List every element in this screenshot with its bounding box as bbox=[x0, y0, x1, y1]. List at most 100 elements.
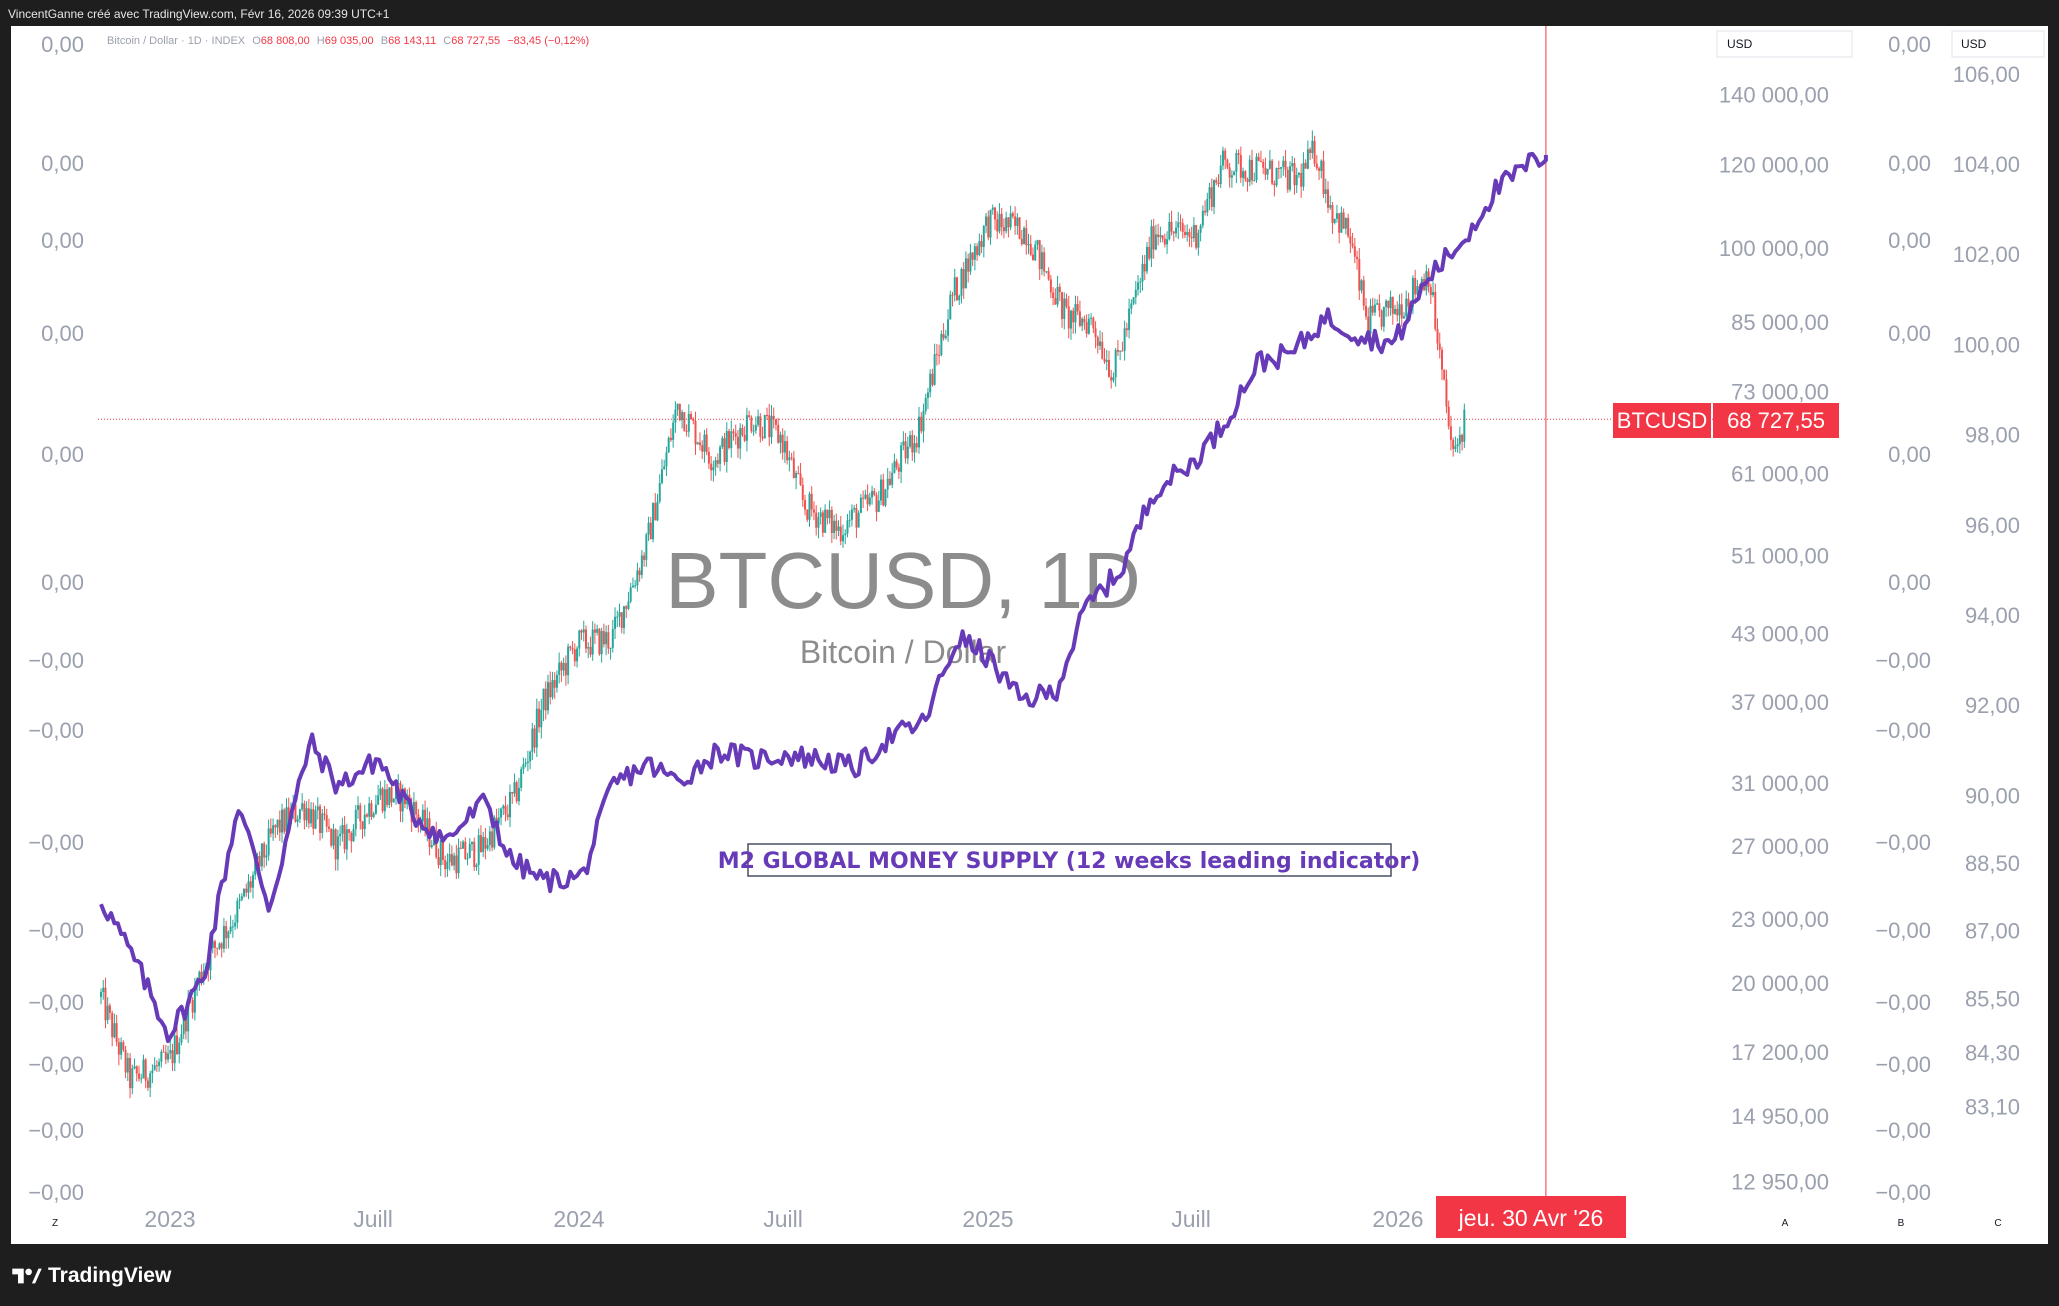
candle-body bbox=[1398, 304, 1401, 316]
candle-body bbox=[312, 809, 315, 829]
m2-tick: 96,00 bbox=[1965, 513, 2020, 538]
m2-tick: 102,00 bbox=[1953, 242, 2020, 267]
price-tick: 73 000,00 bbox=[1731, 380, 1829, 405]
candle-body bbox=[1159, 235, 1162, 238]
scale-a-button[interactable]: A bbox=[1782, 1218, 1789, 1229]
candle-body bbox=[1369, 305, 1372, 334]
m2-annotation-box[interactable] bbox=[747, 843, 1392, 877]
candle-body bbox=[439, 840, 442, 866]
candle-body bbox=[1195, 225, 1198, 248]
candle-body bbox=[278, 819, 281, 833]
candle-body bbox=[1407, 298, 1410, 307]
price-currency-box[interactable] bbox=[1716, 30, 1853, 58]
time-tick: Juill bbox=[353, 1206, 393, 1232]
candle-body bbox=[728, 431, 731, 448]
candle-body bbox=[687, 413, 690, 432]
candle-body bbox=[911, 435, 914, 453]
candle-body bbox=[390, 787, 393, 803]
candle-body bbox=[301, 803, 304, 810]
candle-body bbox=[515, 782, 518, 802]
candle-body bbox=[1275, 167, 1278, 186]
candle-body bbox=[180, 1034, 183, 1043]
mid-tick: 0,00 bbox=[1888, 570, 1931, 595]
candle-body bbox=[236, 901, 239, 923]
price-tick: 51 000,00 bbox=[1731, 544, 1829, 569]
candle-body bbox=[484, 837, 487, 849]
btc-candles bbox=[100, 130, 1466, 1099]
scale-c-button[interactable]: C bbox=[1994, 1218, 2001, 1229]
left-tick: 0,00 bbox=[41, 151, 84, 176]
candle-body bbox=[1271, 160, 1274, 184]
candle-body bbox=[873, 490, 876, 496]
candle-body bbox=[949, 294, 952, 320]
candle-body bbox=[249, 881, 252, 888]
candle-body bbox=[1145, 246, 1148, 272]
candle-body bbox=[477, 835, 480, 865]
left-scale[interactable]: 0,00 0,00 0,00 0,00 0,00 0,00 −0,00 −0,00 −0,00 −… bbox=[28, 32, 84, 1205]
m2-currency-box[interactable] bbox=[1951, 30, 2045, 58]
candle-body bbox=[1112, 377, 1115, 381]
candle-body bbox=[1340, 212, 1343, 233]
time-scale[interactable]: 2023 Juill 2024 Juill 2025 Juill 2026 bbox=[144, 1206, 1423, 1232]
m2-currency: USD bbox=[1961, 37, 1987, 51]
m2-scale[interactable]: 106,00 104,00 102,00 100,00 98,00 96,00 94,00 9… bbox=[1953, 62, 2020, 1120]
candle-body bbox=[553, 680, 556, 688]
candle-body bbox=[126, 1058, 129, 1073]
m2-tick: 104,00 bbox=[1953, 152, 2020, 177]
candle-body bbox=[325, 814, 328, 827]
mid-scale[interactable]: 0,00 0,00 0,00 0,00 0,00 0,00 −0,00 −0,00 −0,00 −… bbox=[1875, 32, 1931, 1205]
candle-body bbox=[1043, 252, 1046, 272]
candle-body bbox=[1036, 240, 1039, 245]
candle-body bbox=[716, 460, 719, 464]
left-tick: 0,00 bbox=[41, 442, 84, 467]
candle-body bbox=[218, 943, 221, 949]
tradingview-logo[interactable]: TradingView bbox=[12, 1264, 171, 1288]
candle-body bbox=[1449, 426, 1452, 440]
scale-b-button[interactable]: B bbox=[1898, 1218, 1905, 1229]
candle-body bbox=[464, 841, 467, 859]
candle-body bbox=[151, 1070, 154, 1074]
candle-body bbox=[1161, 235, 1164, 239]
candle-body bbox=[703, 434, 706, 452]
candle-body bbox=[1429, 287, 1432, 296]
candle-body bbox=[812, 509, 815, 513]
candle-body bbox=[828, 509, 831, 519]
candle-body bbox=[211, 941, 214, 948]
legend-high: 69 035,00 bbox=[324, 35, 374, 47]
candle-body bbox=[1438, 343, 1441, 350]
candle-body bbox=[1293, 163, 1296, 186]
candle-body bbox=[1069, 310, 1072, 329]
chart-panel[interactable] bbox=[11, 26, 2048, 1244]
legend-open-label: O bbox=[252, 35, 261, 47]
candle-body bbox=[723, 438, 726, 462]
candle-body bbox=[1181, 223, 1184, 233]
candle-body bbox=[321, 813, 324, 833]
candle-body bbox=[124, 1050, 127, 1073]
candle-body bbox=[609, 647, 612, 649]
price-scale[interactable]: 140 000,00 120 000,00 100 000,00 85 000,00 7… bbox=[1719, 82, 1829, 1194]
candle-body bbox=[589, 646, 592, 655]
candle-body bbox=[227, 931, 230, 939]
candle-body bbox=[198, 971, 201, 985]
auto-scale-z-button[interactable]: Z bbox=[52, 1218, 58, 1229]
candle-body bbox=[643, 555, 646, 560]
candle-body bbox=[714, 460, 717, 468]
candle-body bbox=[213, 941, 216, 948]
candle-body bbox=[808, 493, 811, 520]
candle-body bbox=[969, 252, 972, 272]
candle-body bbox=[1210, 187, 1213, 207]
candle-body bbox=[1045, 271, 1048, 273]
m2-tick: 98,00 bbox=[1965, 423, 2020, 448]
candle-body bbox=[1311, 140, 1314, 154]
candle-body bbox=[891, 472, 894, 485]
candle-body bbox=[770, 415, 773, 438]
left-tick: −0,00 bbox=[28, 718, 84, 743]
candle-body bbox=[1373, 304, 1376, 313]
last-price-symbol: BTCUSD bbox=[1617, 408, 1707, 433]
candle-body bbox=[663, 466, 666, 470]
candle-body bbox=[1309, 149, 1312, 154]
candle-body bbox=[1259, 160, 1262, 162]
candle-body bbox=[902, 441, 905, 446]
candle-body bbox=[719, 446, 722, 464]
